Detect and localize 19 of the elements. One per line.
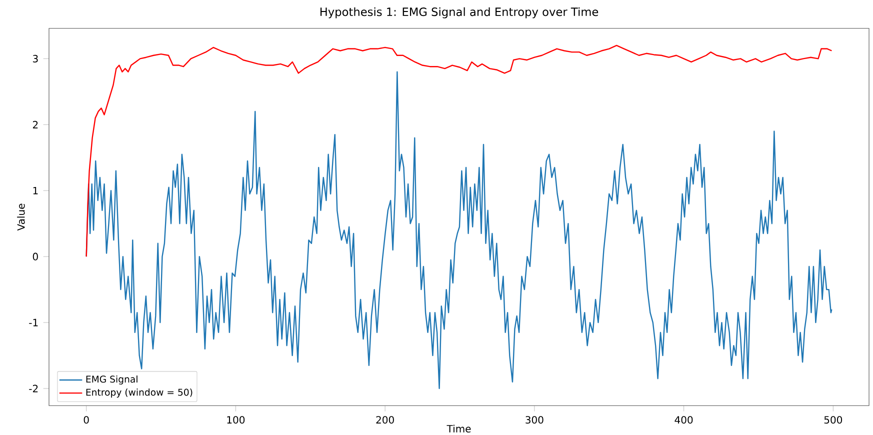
y-axis-title: Value [17,204,25,231]
y-tick-label: 2 [32,120,38,128]
y-tick-label: -2 [29,384,38,392]
x-tick-label: 300 [526,416,544,424]
line-series [86,71,832,390]
y-tick-label: 1 [33,186,38,194]
x-tick-label: 400 [674,416,693,424]
x-tick-label: 500 [824,416,842,424]
x-axis-title: Time [446,424,471,433]
x-tick-label: 200 [376,416,394,424]
chart-title: Hypothesis 1: EMG Signal and Entropy over Time [320,7,598,18]
legend-label: EMG Signal [86,375,138,384]
y-tick-label: -1 [29,318,38,326]
x-tick-label: 0 [84,416,89,424]
y-tick-label: 3 [32,54,38,62]
legend-label: Entropy (window = 50) [86,388,192,398]
line-series [86,44,832,258]
y-tick-label: 0 [32,252,38,260]
x-tick-label: 100 [227,416,245,424]
